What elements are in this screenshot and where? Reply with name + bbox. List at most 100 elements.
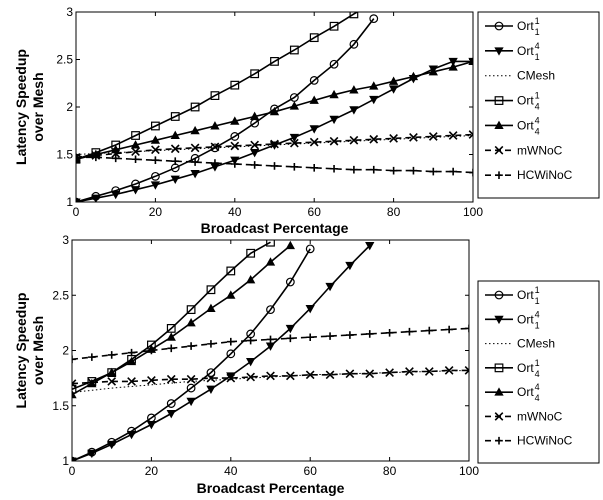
data-point-s7-14 xyxy=(330,164,338,173)
data-point-s5-10 xyxy=(250,111,260,121)
data-point-s6-13 xyxy=(309,137,319,147)
data-point-s6-20 xyxy=(444,366,454,375)
legend-entry-2: Ort 41 xyxy=(485,309,540,330)
data-point-s2-5 xyxy=(146,420,157,430)
legend-swatch-marker xyxy=(494,21,504,31)
data-point-s6-10 xyxy=(250,140,260,150)
data-point-s6-20 xyxy=(448,131,458,140)
data-point-s4-10 xyxy=(246,248,256,258)
x-tick-label: 40 xyxy=(228,205,242,219)
legend-box xyxy=(477,11,600,199)
data-point-s5-21 xyxy=(468,56,473,65)
data-point-s6-5 xyxy=(147,375,156,385)
data-point-s4-5 xyxy=(151,121,160,131)
data-point-s7-2 xyxy=(92,153,100,162)
legend-label: Ort xyxy=(517,94,534,108)
data-point-s6-18 xyxy=(409,133,418,142)
chart-panel-1: 0 20 40 60 80 100 1 1.5 2 2.5 3 Broadcast Percentag… xyxy=(13,0,600,236)
data-point-s7-20 xyxy=(445,325,453,334)
data-point-s5-14 xyxy=(329,89,339,99)
data-point-s6-5 xyxy=(151,145,160,155)
data-point-s5-9 xyxy=(230,116,240,125)
legend-entry-3: CMesh xyxy=(485,337,555,351)
data-point-s2-15 xyxy=(345,261,355,271)
data-point-s5-4 xyxy=(126,356,137,366)
data-point-s2-13 xyxy=(305,304,315,314)
data-point-s4-10 xyxy=(250,69,260,79)
data-point-s5-13 xyxy=(309,95,319,104)
data-point-s2-3 xyxy=(107,440,117,450)
data-point-s2-6 xyxy=(170,175,180,185)
legend-swatch-marker xyxy=(494,363,504,373)
data-point-s5-18 xyxy=(408,71,419,81)
data-point-s2-10 xyxy=(246,358,256,367)
legend-label-subscript: 1 xyxy=(535,52,540,62)
data-point-s4-11 xyxy=(270,56,279,66)
legend-swatch-marker xyxy=(494,290,504,300)
series-line-4 xyxy=(76,12,359,161)
data-point-s7-3 xyxy=(111,154,120,163)
data-point-s6-8 xyxy=(210,142,220,152)
data-point-s7-16 xyxy=(365,330,374,338)
data-point-s6-6 xyxy=(170,144,180,154)
data-point-s4-9 xyxy=(230,80,240,90)
legend-label: CMesh xyxy=(517,337,555,351)
data-point-s7-11 xyxy=(270,162,279,170)
data-point-s4-16 xyxy=(370,0,378,6)
data-point-s6-11 xyxy=(270,139,279,149)
legend-entry-5: Ort 44 xyxy=(485,115,540,136)
data-point-s2-8 xyxy=(206,385,216,395)
data-point-s6-7 xyxy=(186,374,196,384)
x-axis-label: Broadcast Percentage xyxy=(201,220,349,236)
data-point-s1-9 xyxy=(230,132,240,141)
legend-entry-4: Ort 14 xyxy=(485,358,540,379)
data-point-s5-8 xyxy=(210,121,220,130)
data-point-s7-3 xyxy=(107,351,116,359)
data-point-s5-12 xyxy=(285,240,295,250)
data-point-s4-12 xyxy=(289,45,299,55)
data-point-s7-2 xyxy=(88,353,96,361)
legend-swatch-marker xyxy=(494,96,504,105)
y-tick-label: 3 xyxy=(62,233,69,247)
data-point-s7-1 xyxy=(76,153,80,162)
data-point-s4-8 xyxy=(210,91,220,101)
plot-area xyxy=(76,0,473,202)
legend-label-subscript: 1 xyxy=(535,320,540,330)
data-point-s5-7 xyxy=(190,125,200,135)
data-point-s5-16 xyxy=(369,81,379,90)
data-point-s7-11 xyxy=(266,335,275,344)
data-point-s7-4 xyxy=(131,155,140,164)
data-point-s5-11 xyxy=(265,257,276,266)
data-point-s6-3 xyxy=(107,377,117,386)
data-point-s7-7 xyxy=(187,342,195,350)
plot-area xyxy=(72,240,469,461)
data-point-s2-6 xyxy=(166,409,176,419)
data-point-s1-16 xyxy=(369,14,379,24)
data-point-s6-14 xyxy=(325,370,335,380)
data-point-s6-10 xyxy=(246,372,256,382)
data-point-s6-21 xyxy=(468,130,473,139)
legend-label-subscript: 4 xyxy=(535,369,540,379)
series-line-4 xyxy=(72,241,271,390)
data-point-s2-1 xyxy=(76,198,81,202)
legend-label-superscript: 1 xyxy=(535,285,540,295)
legend-label-superscript: 4 xyxy=(535,382,540,392)
data-point-s2-17 xyxy=(388,85,399,94)
y-axis-label-line2: over Mesh xyxy=(30,316,46,385)
data-point-s7-8 xyxy=(211,159,219,167)
legend-label: Ort xyxy=(517,288,534,302)
data-point-s5-5 xyxy=(150,135,161,144)
legend-label-superscript: 4 xyxy=(535,41,540,51)
data-point-s2-2 xyxy=(91,194,101,202)
data-point-s4-1 xyxy=(76,154,81,164)
series-line-2 xyxy=(72,244,371,461)
x-tick-label: 0 xyxy=(73,205,80,219)
series-line-6 xyxy=(72,369,469,385)
data-point-s1-8 xyxy=(206,368,216,378)
data-point-s2-7 xyxy=(190,169,200,179)
data-point-s6-8 xyxy=(206,373,216,383)
data-point-s2-5 xyxy=(150,181,161,190)
legend-entry-1: Ort 11 xyxy=(485,16,540,37)
chart-panel-2: 0 20 40 60 80 100 1 1.5 2 2.5 3 Broadcast Percentag… xyxy=(13,233,600,496)
legend-label: HCWiNoC xyxy=(517,168,573,182)
